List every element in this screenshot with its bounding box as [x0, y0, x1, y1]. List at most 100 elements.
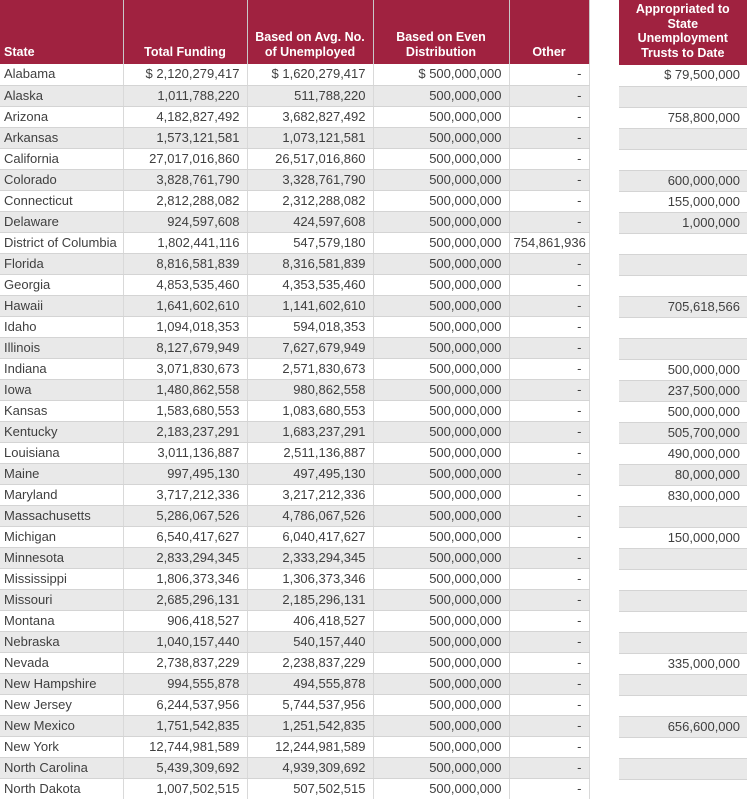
value-cell: - — [509, 652, 590, 674]
state-cell: Maine — [0, 463, 124, 485]
value-cell: 500,000,000 — [373, 421, 510, 443]
value-cell: 500,000,000 — [373, 148, 510, 170]
table-row — [618, 695, 747, 717]
value-cell: - — [509, 778, 590, 799]
table-row: 830,000,000 — [618, 485, 747, 507]
value-cell: 7,627,679,949 — [247, 337, 374, 359]
state-cell: Iowa — [0, 379, 124, 401]
value-cell: 500,000,000 — [373, 232, 510, 254]
value-cell: 12,244,981,589 — [247, 736, 374, 758]
state-cell: Massachusetts — [0, 505, 124, 527]
value-cell: 3,682,827,492 — [247, 106, 374, 128]
table-row: 505,700,000 — [618, 422, 747, 444]
value-cell: 8,127,679,949 — [123, 337, 248, 359]
state-cell: Idaho — [0, 316, 124, 338]
header-row: Appropriated to State Unemployment Trusts t… — [618, 0, 747, 65]
table-row — [618, 317, 747, 339]
value-cell: 1,040,157,440 — [123, 631, 248, 653]
value-cell: - — [509, 148, 590, 170]
value-cell: 6,540,417,627 — [123, 526, 248, 548]
table-row: Arkansas 1,573,121,581 1,073,121,581 500,00… — [0, 127, 590, 149]
value-cell — [618, 758, 747, 780]
value-cell: 490,000,000 — [618, 443, 747, 465]
table-row: New York 12,744,981,589 12,244,981,589 500,… — [0, 736, 590, 758]
value-cell: 8,316,581,839 — [247, 253, 374, 275]
value-cell: 1,094,018,353 — [123, 316, 248, 338]
value-cell: 3,828,761,790 — [123, 169, 248, 191]
value-cell: - — [509, 106, 590, 128]
table-row: 80,000,000 — [618, 464, 747, 486]
state-cell: Michigan — [0, 526, 124, 548]
table-row: 656,600,000 — [618, 716, 747, 738]
state-cell: Florida — [0, 253, 124, 275]
value-cell: $ 500,000,000 — [373, 64, 510, 86]
table-row — [618, 590, 747, 612]
value-cell: - — [509, 694, 590, 716]
table-row — [618, 779, 747, 799]
value-cell: 500,000,000 — [373, 547, 510, 569]
value-cell: - — [509, 85, 590, 107]
value-cell — [618, 149, 747, 171]
value-cell: 705,618,566 — [618, 296, 747, 318]
value-cell: 500,000,000 — [373, 568, 510, 590]
value-cell: 1,011,788,220 — [123, 85, 248, 107]
value-cell: 500,000,000 — [373, 736, 510, 758]
value-cell: - — [509, 715, 590, 737]
value-cell: 80,000,000 — [618, 464, 747, 486]
value-cell: 2,333,294,345 — [247, 547, 374, 569]
state-cell: Nevada — [0, 652, 124, 674]
value-cell: 5,744,537,956 — [247, 694, 374, 716]
value-cell: - — [509, 274, 590, 296]
state-cell: North Dakota — [0, 778, 124, 799]
value-cell: 500,000,000 — [373, 694, 510, 716]
value-cell — [618, 632, 747, 654]
value-cell: 4,182,827,492 — [123, 106, 248, 128]
value-cell: 2,571,830,673 — [247, 358, 374, 380]
value-cell: 600,000,000 — [618, 170, 747, 192]
value-cell: 494,555,878 — [247, 673, 374, 695]
appropriated-table-body: $ 79,500,000 758,800,000 600,000,000 155,00… — [618, 65, 747, 799]
column-header: Based on Avg. No. of Unemployed — [247, 0, 374, 64]
value-cell: 1,583,680,553 — [123, 400, 248, 422]
value-cell: 12,744,981,589 — [123, 736, 248, 758]
table-row: North Dakota 1,007,502,515 507,502,515 500,… — [0, 778, 590, 799]
table-row: Idaho 1,094,018,353 594,018,353 500,000,000… — [0, 316, 590, 338]
value-cell: 924,597,608 — [123, 211, 248, 233]
value-cell: 8,816,581,839 — [123, 253, 248, 275]
value-cell: 500,000,000 — [373, 631, 510, 653]
value-cell: 1,007,502,515 — [123, 778, 248, 799]
appropriated-table-header: Appropriated to State Unemployment Trusts t… — [618, 0, 747, 65]
value-cell: 3,217,212,336 — [247, 484, 374, 506]
value-cell: 1,000,000 — [618, 212, 747, 234]
value-cell: - — [509, 190, 590, 212]
value-cell: 500,000,000 — [618, 401, 747, 423]
value-cell: 500,000,000 — [373, 610, 510, 632]
value-cell: 500,000,000 — [373, 337, 510, 359]
table-row: Minnesota 2,833,294,345 2,333,294,345 500,0… — [0, 547, 590, 569]
value-cell: 6,244,537,956 — [123, 694, 248, 716]
table-row: 335,000,000 — [618, 653, 747, 675]
table-row: Louisiana 3,011,136,887 2,511,136,887 500,0… — [0, 442, 590, 464]
value-cell — [618, 254, 747, 276]
value-cell: 500,000,000 — [373, 484, 510, 506]
column-header: State — [0, 0, 124, 64]
value-cell: 500,000,000 — [373, 211, 510, 233]
table-row: 155,000,000 — [618, 191, 747, 213]
value-cell: 406,418,527 — [247, 610, 374, 632]
value-cell: 500,000,000 — [373, 715, 510, 737]
table-gap — [589, 0, 619, 799]
state-cell: Arkansas — [0, 127, 124, 149]
value-cell: - — [509, 295, 590, 317]
state-cell: Alabama — [0, 64, 124, 86]
value-cell: 1,251,542,835 — [247, 715, 374, 737]
state-cell: North Carolina — [0, 757, 124, 779]
state-cell: Louisiana — [0, 442, 124, 464]
column-header: Other — [509, 0, 590, 64]
value-cell: 3,011,136,887 — [123, 442, 248, 464]
table-row: Missouri 2,685,296,131 2,185,296,131 500,00… — [0, 589, 590, 611]
value-cell: 237,500,000 — [618, 380, 747, 402]
table-row: Florida 8,816,581,839 8,316,581,839 500,000… — [0, 253, 590, 275]
value-cell: 500,000,000 — [373, 253, 510, 275]
value-cell — [618, 128, 747, 150]
value-cell: 500,000,000 — [373, 673, 510, 695]
